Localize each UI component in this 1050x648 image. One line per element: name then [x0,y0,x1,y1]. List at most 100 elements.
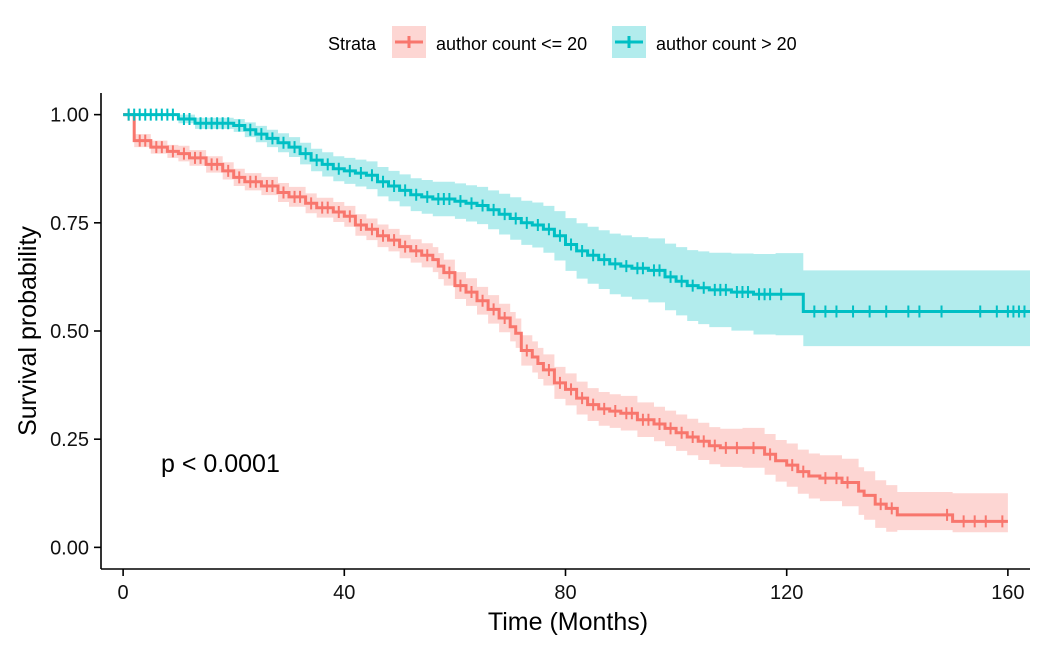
censor-mark-author-count-20 [389,180,400,193]
censor-mark-author-count-20 [787,459,798,472]
censor-mark-author-count-20 [267,180,278,193]
censor-mark-author-count-20 [588,398,599,411]
censor-mark-author-count-20 [250,175,261,188]
x-tick-label: 160 [991,582,1024,604]
censor-mark-author-count-20 [698,435,709,448]
censor-mark-author-count-20 [521,344,532,357]
censor-mark-author-count-20 [654,418,665,431]
censor-mark-author-count-20 [848,305,859,318]
censor-mark-author-count-20 [676,275,687,288]
censor-mark-author-count-20 [809,305,820,318]
censor-mark-author-count-20 [942,508,953,521]
censor-mark-author-count-20 [665,422,676,435]
censor-mark-author-count-20 [765,448,776,461]
censor-mark-author-count-20 [178,147,189,160]
x-axis-title: Time (Months) [488,608,648,636]
censor-mark-author-count-20 [245,123,256,136]
censor-mark-author-count-20 [311,154,322,167]
censor-mark-author-count-20 [698,281,709,294]
legend: Strata author count <= 20 author count > … [328,26,797,58]
censor-mark-author-count-20 [378,229,389,242]
censor-mark-author-count-20 [665,270,676,283]
censor-mark-author-count-20 [554,229,565,242]
y-tick-label: 1.00 [50,105,89,127]
censor-mark-author-count-20 [333,162,344,175]
censor-mark-author-count-20 [903,305,914,318]
confidence-band-author-count-20 [123,114,1008,533]
censor-mark-author-count-20 [936,305,947,318]
y-tick-label: 0.25 [50,429,89,451]
censor-mark-author-count-20 [975,305,986,318]
x-tick-label: 80 [554,582,576,604]
censor-mark-author-count-20 [621,260,632,273]
censor-mark-author-count-20 [980,515,991,528]
x-tick-label: 0 [118,582,129,604]
censor-mark-author-count-20 [798,465,809,478]
censor-mark-author-count-20 [820,305,831,318]
censor-mark-author-count-20 [322,201,333,214]
censor-mark-author-count-20 [411,188,422,201]
censor-mark-author-count-20 [577,244,588,257]
censor-mark-author-count-20 [499,312,510,325]
censor-mark-author-count-20 [599,402,610,415]
censor-mark-author-count-20 [488,303,499,316]
censor-mark-author-count-20 [444,193,455,206]
censor-mark-author-count-20 [886,502,897,515]
legend-item-author-count-20[interactable]: author count > 20 [612,26,797,58]
legend-line-author-count-20 [615,36,643,48]
censor-mark-author-count-20 [195,151,206,164]
censor-mark-author-count-20 [958,515,969,528]
censor-mark-author-count-20 [411,244,422,257]
censor-mark-author-count-20 [676,426,687,439]
censor-mark-author-count-20 [554,376,565,389]
censor-mark-author-count-20 [366,223,377,236]
censor-mark-author-count-20 [344,210,355,223]
censor-mark-author-count-20 [256,128,267,141]
censor-mark-author-count-20 [748,441,759,454]
censor-mark-author-count-20 [289,141,300,154]
censor-mark-author-count-20 [566,238,577,251]
censor-mark-author-count-20 [566,383,577,396]
censor-mark-author-count-20 [765,288,776,301]
censor-mark-author-count-20 [295,190,306,203]
y-tick-label: 0.50 [50,321,89,343]
censor-mark-author-count-20 [914,305,925,318]
censor-mark-author-count-20 [588,249,599,262]
legend-label-author-count-20: author count <= 20 [436,34,587,54]
censor-mark-author-count-20 [389,234,400,247]
censor-mark-author-count-20 [842,476,853,489]
legend-label-author-count-20: author count > 20 [656,34,797,54]
censor-mark-author-count-20 [864,305,875,318]
censor-mark-author-count-20 [223,117,234,130]
censor-mark-author-count-20 [355,218,366,231]
x-tick-label: 40 [333,582,355,604]
censor-mark-author-count-20 [991,305,1002,318]
censor-mark-author-count-20 [643,413,654,426]
censor-mark-author-count-20 [543,363,554,376]
censor-mark-author-count-20 [422,190,433,203]
x-ticks: 0 40 80 120 160 [118,569,1025,604]
censor-mark-author-count-20 [626,407,637,420]
censor-mark-author-count-20 [510,212,521,225]
censor-mark-author-count-20 [477,199,488,212]
y-axis-title: Survival probability [14,226,42,436]
censor-mark-author-count-20 [577,392,588,405]
censor-mark-author-count-20 [140,134,151,147]
censor-mark-author-count-20 [223,164,234,177]
censor-mark-author-count-20 [831,305,842,318]
censor-mark-author-count-20 [378,175,389,188]
legend-item-author-count-20[interactable]: author count <= 20 [392,26,587,58]
censor-mark-author-count-20 [455,195,466,208]
censor-mark-author-count-20 [881,305,892,318]
censor-mark-author-count-20 [322,158,333,171]
censor-mark-author-count-20 [278,136,289,149]
censor-mark-author-count-20 [1019,305,1030,318]
censor-mark-author-count-20 [167,145,178,158]
censor-mark-author-count-20 [466,197,477,210]
censor-mark-author-count-20 [776,288,787,301]
censor-mark-author-count-20 [234,171,245,184]
censor-mark-author-count-20 [687,431,698,444]
y-tick-label: 0.75 [50,213,89,235]
legend-title: Strata [328,34,377,54]
